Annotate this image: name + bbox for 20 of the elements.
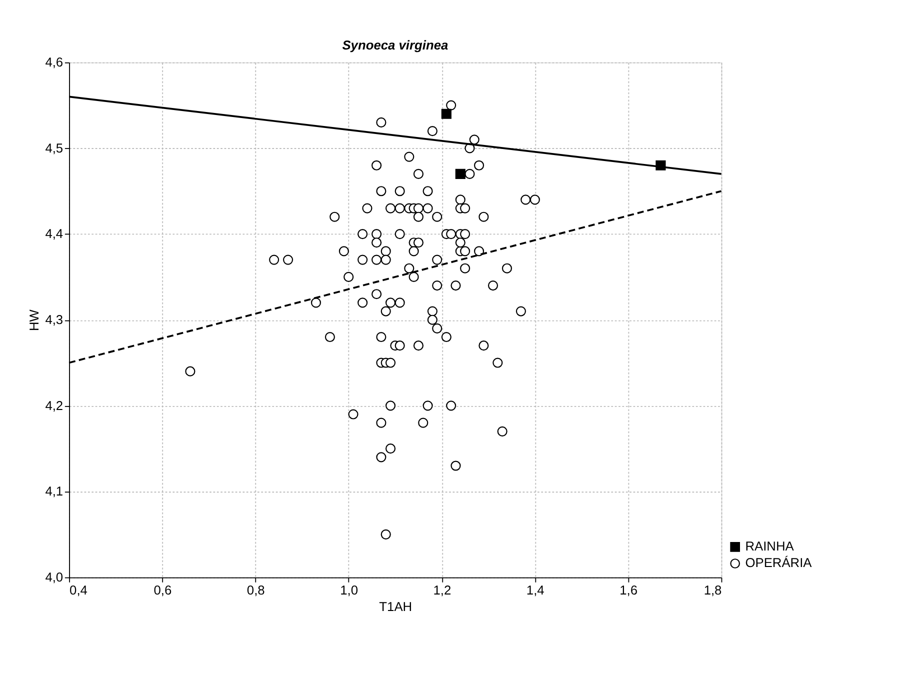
legend-label: OPERÁRIA [745,555,812,570]
chart-title: Synoeca virginea [342,37,448,52]
x-tick-label: 1,0 [340,582,358,598]
y-tick-label: 4,6 [45,54,64,70]
y-tick-label: 4,4 [45,226,64,242]
x-axis-title: T1AH [379,598,412,614]
y-tick-label: 4,3 [45,312,64,327]
y-axis-title: HW [26,308,42,332]
x-tick-label: 1,4 [526,582,544,598]
legend-label: RAINHA [745,538,794,554]
x-tick-label: 0,8 [246,582,265,598]
y-tick-label: 4,5 [45,140,64,156]
x-tick-label: 1,6 [620,582,638,598]
y-tick-label: 4,0 [45,569,64,584]
x-tick-label: 1,2 [433,582,452,598]
x-tick-label: 0,6 [154,582,172,598]
x-tick-label: 0,4 [70,582,88,598]
y-tick-label: 4,1 [45,484,64,499]
x-tick-label: 1,8 [704,582,722,598]
y-tick-label: 4,2 [45,398,64,413]
